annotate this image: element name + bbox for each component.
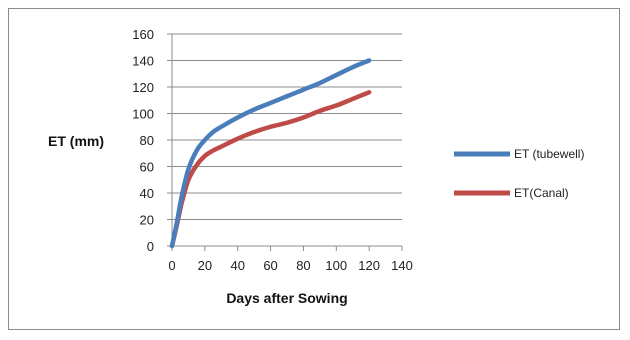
x-axis-title: Days after Sowing <box>226 290 347 306</box>
x-tick-label: 60 <box>263 258 277 273</box>
tick-layer: 0 20 40 60 80 100 120 140 160 0 20 40 60 80 100 120 140 <box>132 27 413 273</box>
y-tick-label: 160 <box>132 27 154 42</box>
x-tick-label: 0 <box>168 258 175 273</box>
y-tick-label: 120 <box>132 80 154 95</box>
legend: ET (tubewell) ET(Canal) <box>454 147 584 200</box>
x-tick-label: 20 <box>198 258 212 273</box>
series-line-tubewell <box>169 58 372 249</box>
legend-label-tubewell: ET (tubewell) <box>514 147 584 161</box>
y-tick-label: 40 <box>140 186 154 201</box>
y-tick-label: 0 <box>147 239 154 254</box>
y-tick-label: 140 <box>132 54 154 69</box>
y-axis-title: ET (mm) <box>48 133 104 149</box>
y-tick-label: 100 <box>132 107 154 122</box>
y-tick-label: 20 <box>140 213 154 228</box>
x-tick-label: 140 <box>391 258 413 273</box>
chart-frame <box>8 8 620 330</box>
x-tick-label: 80 <box>296 258 310 273</box>
legend-label-canal: ET(Canal) <box>514 186 569 200</box>
series-layer <box>169 58 372 249</box>
axis-layer <box>167 33 403 251</box>
x-tick-label: 100 <box>325 258 347 273</box>
x-tick-label: 40 <box>230 258 244 273</box>
series-line-canal <box>169 90 372 249</box>
x-tick-label: 120 <box>358 258 380 273</box>
y-tick-label: 80 <box>140 133 154 148</box>
y-tick-label: 60 <box>140 160 154 175</box>
